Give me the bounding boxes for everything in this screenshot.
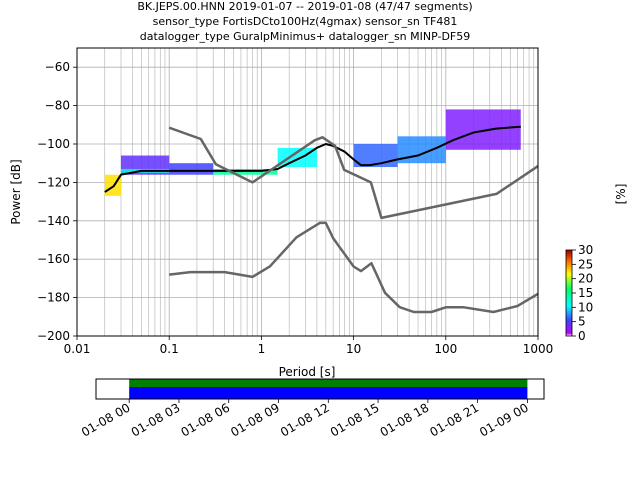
x-tick-label: 1 (258, 342, 266, 356)
y-tick-label: −160 (37, 252, 70, 266)
timeline-bars (129, 379, 528, 399)
density-band (169, 163, 214, 175)
plot-grid (76, 48, 538, 337)
plot-background (77, 48, 538, 336)
colorbar-tick-label: 30 (578, 243, 593, 257)
density-band (397, 136, 446, 164)
timeline-tick-label: 01-08 12 (278, 400, 332, 439)
y-axis-ticks: −60 −80 −100 −120 −140 −160 −180 −200 (37, 60, 77, 343)
density-band (445, 109, 521, 150)
colorbar-scale (565, 249, 573, 337)
colorbar-label: [%] (614, 184, 628, 205)
y-axis-label: Power [dB] (9, 159, 23, 224)
timeline-tick-label: 01-09 00 (477, 400, 531, 439)
y-tick-label: −100 (37, 137, 70, 151)
x-axis-ticks: 0.01 0.1 1 10 100 1000 (64, 336, 554, 356)
x-tick-label: 10 (346, 342, 361, 356)
colorbar-tick-label: 15 (578, 286, 593, 300)
x-tick-label: 0.01 (64, 342, 91, 356)
colorbar-tick-label: 25 (578, 257, 593, 271)
colorbar-tick-label: 0 (578, 329, 586, 343)
y-tick-label: −60 (45, 60, 70, 74)
chart-title-line-1: BK.JEPS.00.HNN 2019-01-07 -- 2019-01-08 … (137, 0, 472, 13)
timeline-tick-label: 01-08 03 (129, 400, 183, 439)
timeline-tick-label: 01-08 00 (79, 400, 133, 439)
timeline-tick-label: 01-08 09 (228, 400, 282, 439)
plot-frame (76, 47, 539, 337)
x-tick-label: 1000 (523, 342, 554, 356)
colorbar-tick-label: 10 (578, 300, 593, 314)
y-tick-label: −180 (37, 291, 70, 305)
density-band (277, 147, 317, 168)
x-axis-label: Period [s] (279, 365, 336, 379)
timeline-tick-label: 01-08 18 (378, 400, 432, 439)
y-tick-label: −120 (37, 175, 70, 189)
timeline-bar-data (129, 379, 528, 387)
y-tick-label: −200 (37, 329, 70, 343)
timeline-frame-outline (95, 378, 545, 400)
colorbar-tick-label: 20 (578, 272, 593, 286)
timeline-tick-label: 01-08 06 (179, 400, 233, 439)
chart-title-line-2: sensor_type FortisDCto100Hz(4gmax) senso… (153, 15, 458, 28)
x-tick-label: 0.1 (160, 342, 179, 356)
timeline-bar-used (129, 387, 528, 399)
timeline-tick-label: 01-08 15 (328, 400, 382, 439)
nlnm-curve (169, 221, 538, 314)
y-tick-label: −140 (37, 214, 70, 228)
ppsd-plot-area: 0.01 0.1 1 10 100 1000 −60 −80 −100 −120 −140 −160… (9, 47, 554, 379)
mode-curve (104, 125, 521, 193)
ppsd-curves (104, 125, 538, 314)
x-tick-label: 100 (434, 342, 457, 356)
colorbar-tick-label: 5 (578, 315, 586, 329)
nhnm-curve (168, 126, 538, 220)
timeline-tick-label: 01-08 21 (427, 400, 481, 439)
chart-title-line-3: datalogger_type GuralpMinimus+ datalogge… (140, 30, 471, 43)
y-tick-label: −80 (45, 99, 70, 113)
